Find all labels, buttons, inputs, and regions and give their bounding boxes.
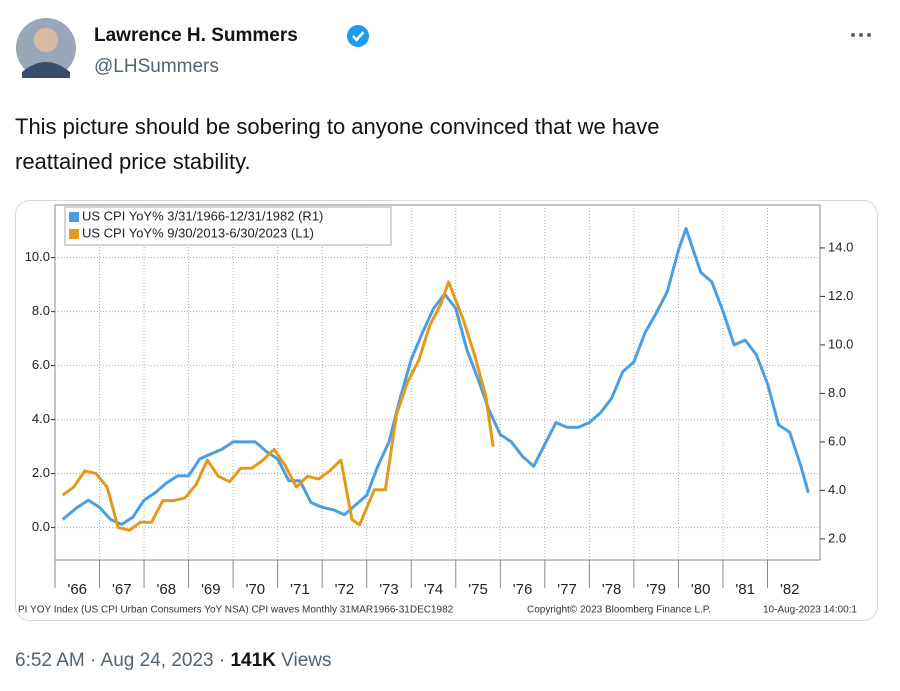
x-tick-label: '76 xyxy=(513,581,533,598)
x-tick-label: '72 xyxy=(335,581,355,598)
y2-tick-label: 2.0 xyxy=(828,530,846,545)
x-tick-label: '78 xyxy=(602,581,622,598)
more-menu[interactable] xyxy=(851,33,871,37)
x-tick-label: '71 xyxy=(290,581,310,598)
time: 6:52 AM · Aug 24, 2023 · xyxy=(15,650,230,671)
chart: 0.0 2.0 4.0 6.0 8.0 10.0 2.0 4.0 6.0 8.0 10.0 12.0 1… xyxy=(18,204,857,616)
chart-footer: Copyright© 2023 Bloomberg Finance L.P. xyxy=(527,605,711,616)
x-tick-label: '67 xyxy=(112,581,132,598)
chart-footer: 10-Aug-2023 14:00:1 xyxy=(763,605,857,616)
y-tick-label: 0.0 xyxy=(32,519,50,534)
y2-tick-label: 14.0 xyxy=(828,239,853,254)
x-tick-label: '82 xyxy=(780,581,800,598)
views-label: Views xyxy=(276,650,332,671)
y2-tick-label: 4.0 xyxy=(828,482,846,497)
author-name[interactable]: Lawrence H. Summers xyxy=(94,25,298,46)
x-tick-label: '73 xyxy=(379,581,399,598)
chart-footer: PI YOY Index (US CPI Urban Consumers YoY… xyxy=(18,605,454,616)
verified-badge xyxy=(347,25,369,47)
plot-area xyxy=(54,204,821,561)
x-tick-label: '77 xyxy=(557,581,577,598)
series-line xyxy=(61,280,495,532)
y-tick-label: 2.0 xyxy=(32,465,50,480)
avatar-face xyxy=(34,28,58,52)
x-tick-label: '66 xyxy=(67,581,87,598)
x-tick-label: '69 xyxy=(201,581,221,598)
series-line xyxy=(61,227,810,526)
x-tick-label: '80 xyxy=(691,581,711,598)
author-handle[interactable]: @LHSummers xyxy=(94,56,219,77)
timestamp: 6:52 AM · Aug 24, 2023 · 141K Views xyxy=(15,650,332,671)
legend-swatch xyxy=(69,212,79,222)
y2-tick-label: 6.0 xyxy=(828,433,846,448)
y-tick-label: 10.0 xyxy=(25,249,50,264)
y-tick-label: 6.0 xyxy=(32,357,50,372)
x-tick-label: '74 xyxy=(424,581,444,598)
x-tick-label: '79 xyxy=(646,581,666,598)
legend-label: US CPI YoY% 9/30/2013-6/30/2023 (L1) xyxy=(82,225,314,240)
x-tick-label: '75 xyxy=(468,581,488,598)
avatar-body xyxy=(22,62,70,78)
y2-tick-label: 10.0 xyxy=(828,336,853,351)
y-tick-label: 4.0 xyxy=(32,411,50,426)
x-tick-label: '70 xyxy=(246,581,266,598)
tweet-text: This picture should be sobering to anyon… xyxy=(15,114,660,139)
views-count: 141K xyxy=(230,650,276,671)
x-tick-label: '68 xyxy=(157,581,177,598)
y2-tick-label: 12.0 xyxy=(828,288,853,303)
legend-label: US CPI YoY% 3/31/1966-12/31/1982 (R1) xyxy=(82,208,323,223)
legend xyxy=(64,206,392,246)
y2-tick-label: 8.0 xyxy=(828,385,846,400)
legend-swatch xyxy=(69,229,79,239)
tweet-text: reattained price stability. xyxy=(15,149,251,174)
y-tick-label: 8.0 xyxy=(32,303,50,318)
x-tick-label: '81 xyxy=(735,581,755,598)
